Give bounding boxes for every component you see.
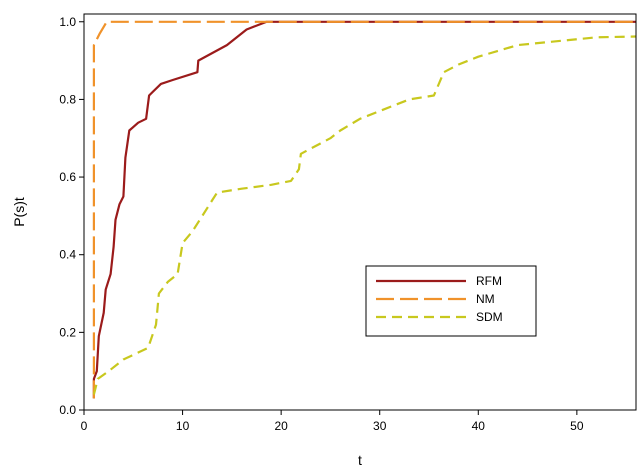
x-tick-label: 50 xyxy=(570,419,584,433)
series-line-sdm xyxy=(92,35,637,395)
x-tick-label: 40 xyxy=(472,419,486,433)
y-tick-label: 0.6 xyxy=(59,170,76,184)
y-tick-label: 1.0 xyxy=(59,15,76,29)
series-layer xyxy=(92,20,637,399)
legend: RFM NM SDM xyxy=(365,265,537,337)
y-tick-label: 0.4 xyxy=(59,248,76,262)
y-tick-label: 0.0 xyxy=(59,403,76,417)
y-tick-label: 0.2 xyxy=(59,325,76,339)
x-tick-label: 10 xyxy=(176,419,190,433)
legend-label-sdm: SDM xyxy=(476,310,503,324)
legend-label-rfm: RFM xyxy=(476,274,502,288)
x-tick-label: 30 xyxy=(373,419,387,433)
x-tick-label: 20 xyxy=(274,419,288,433)
y-axis: 0.0 0.2 0.4 0.6 0.8 1.0 xyxy=(59,15,84,417)
plot-frame xyxy=(83,13,637,411)
x-axis: 0 10 20 30 40 50 xyxy=(81,410,584,433)
series-line-nm xyxy=(92,20,636,399)
y-axis-label: P(s)t xyxy=(11,197,27,227)
x-axis-label: t xyxy=(358,452,362,468)
y-tick-label: 0.8 xyxy=(59,92,76,106)
x-tick-label: 0 xyxy=(81,419,88,433)
legend-box xyxy=(365,265,537,337)
legend-label-nm: NM xyxy=(476,292,495,306)
series-line-rfm xyxy=(92,20,636,399)
